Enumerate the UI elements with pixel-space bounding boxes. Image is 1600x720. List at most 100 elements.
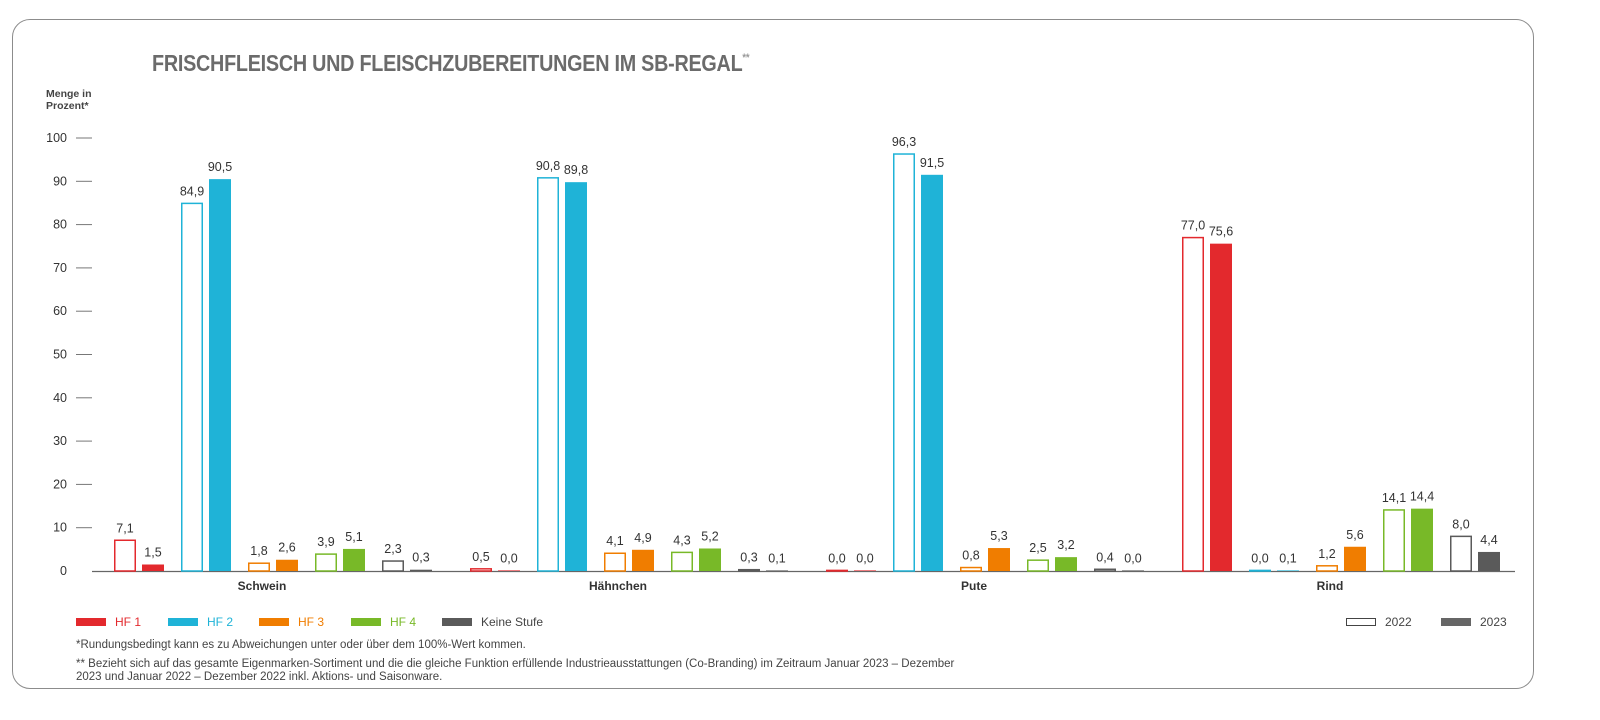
bar-pute-hf-1-2023 [854,570,876,571]
value-label-pute-hf-1-2022: 0,0 [828,551,845,565]
legend-item-hf3: HF 3 [259,614,324,630]
legend-item-keine-stufe: Keine Stufe [442,614,543,630]
bar-rind-hf-1-2022 [1182,236,1204,572]
value-label-schwein-hf-4-2022: 3,9 [317,535,334,549]
category-label-pute: Pute [961,579,987,593]
value-label-schwein-hf-2-2022: 84,9 [180,184,204,198]
y-tick-label-40: 40 [53,391,67,405]
bar-schwein-keine-stufe-2023 [410,569,432,571]
bar-haehnchen-keine-stufe-2023 [766,570,788,571]
legend-item-2023: 2023 [1441,614,1507,630]
bar-pute-keine-stufe-2023 [1122,570,1144,571]
category-label-rind: Rind [1317,579,1344,593]
value-label-rind-hf-2-2023: 0,1 [1279,551,1296,565]
legend-swatch-hf4 [351,618,381,626]
bar-haehnchen-hf-3-2023 [632,549,654,571]
bar-haehnchen-keine-stufe-2022 [738,568,760,572]
value-label-rind-hf-3-2022: 1,2 [1318,547,1335,561]
y-tick-label-20: 20 [53,477,67,491]
value-label-haehnchen-hf-4-2023: 5,2 [701,529,718,543]
bar-schwein-hf-3-2023 [276,559,298,571]
value-label-pute-hf-3-2022: 0,8 [962,549,979,563]
legend-label-hf2: HF 2 [207,615,234,629]
bar-pute-hf-4-2023 [1055,557,1077,571]
value-label-pute-hf-4-2023: 3,2 [1057,538,1074,552]
value-label-pute-keine-stufe-2022: 0,4 [1096,550,1113,564]
legend-swatch-hf1 [76,618,106,626]
bar-rind-hf-2-2023 [1277,570,1299,571]
value-label-rind-hf-2-2022: 0,0 [1251,551,1268,565]
category-label-schwein: Schwein [238,579,287,593]
y-axis-label-line1: Menge in [46,88,92,100]
legend-swatch-keine-stufe [442,618,472,626]
value-label-pute-hf-3-2023: 5,3 [990,529,1007,543]
bar-haehnchen-hf-3-2022 [604,552,626,572]
value-label-haehnchen-keine-stufe-2022: 0,3 [740,551,757,565]
value-label-rind-keine-stufe-2023: 4,4 [1480,533,1497,547]
value-label-schwein-keine-stufe-2023: 0,3 [412,551,429,565]
bar-rind-hf-1-2023 [1210,243,1232,572]
bar-schwein-hf-2-2022 [181,202,203,572]
value-label-schwein-hf-1-2023: 1,5 [144,546,161,560]
bar-pute-hf-2-2023 [921,174,943,571]
value-label-pute-hf-4-2022: 2,5 [1029,541,1046,555]
y-tick-label-30: 30 [53,434,67,448]
bar-rind-hf-4-2022 [1383,509,1405,572]
y-tick-label-60: 60 [53,304,67,318]
y-tick-label-100: 100 [46,131,67,145]
bar-schwein-hf-4-2022 [315,553,337,572]
value-label-haehnchen-hf-2-2023: 89,8 [564,163,588,177]
value-label-haehnchen-hf-2-2022: 90,8 [536,159,560,173]
bar-pute-hf-4-2022 [1027,559,1049,572]
footnote-rounding: *Rundungsbedingt kann es zu Abweichungen… [76,639,526,651]
bar-rind-hf-3-2022 [1316,565,1338,572]
value-label-haehnchen-hf-1-2022: 0,5 [472,550,489,564]
bar-rind-keine-stufe-2022 [1450,535,1472,572]
legend-swatch-2022 [1346,618,1376,626]
bar-haehnchen-hf-4-2022 [671,551,693,572]
bar-rind-hf-2-2022 [1249,569,1271,572]
bar-rind-hf-4-2023 [1411,508,1433,571]
legend-swatch-2023 [1441,618,1471,626]
legend-item-hf1: HF 1 [76,614,141,630]
value-label-rind-hf-1-2022: 77,0 [1181,219,1205,233]
legend-label-hf3: HF 3 [298,615,325,629]
bar-schwein-hf-1-2022 [114,539,136,572]
bar-pute-hf-3-2023 [988,548,1010,571]
bar-schwein-hf-3-2022 [248,562,270,572]
value-label-rind-hf-1-2023: 75,6 [1209,225,1233,239]
legend-label-2023: 2023 [1480,615,1507,629]
bar-pute-hf-2-2022 [893,153,915,572]
legend-item-hf4: HF 4 [351,614,416,630]
value-label-haehnchen-keine-stufe-2023: 0,1 [768,551,785,565]
y-axis-label: Menge in Prozent* [46,88,116,112]
legend-label-hf1: HF 1 [115,615,142,629]
chart-frame [12,19,1534,689]
value-label-schwein-hf-1-2022: 7,1 [116,521,133,535]
y-tick-label-70: 70 [53,261,67,275]
bar-schwein-hf-1-2023 [142,564,164,571]
value-label-haehnchen-hf-3-2023: 4,9 [634,531,651,545]
bar-haehnchen-hf-2-2022 [537,177,559,572]
bar-haehnchen-hf-4-2023 [699,548,721,571]
footnote-scope: ** Bezieht sich auf das gesamte Eigenmar… [76,658,954,683]
bar-pute-hf-1-2022 [826,569,848,572]
value-label-pute-keine-stufe-2023: 0,0 [1124,551,1141,565]
value-label-schwein-keine-stufe-2022: 2,3 [384,542,401,556]
bar-schwein-keine-stufe-2022 [382,560,404,572]
value-label-haehnchen-hf-1-2023: 0,0 [500,551,517,565]
legend-swatch-hf2 [168,618,198,626]
value-label-pute-hf-2-2023: 91,5 [920,156,944,170]
value-label-rind-hf-3-2023: 5,6 [1346,528,1363,542]
y-tick-label-80: 80 [53,218,67,232]
chart-title-footnote-mark: ** [742,52,750,64]
value-label-haehnchen-hf-3-2022: 4,1 [606,534,623,548]
value-label-rind-keine-stufe-2022: 8,0 [1452,517,1469,531]
y-tick-label-10: 10 [53,521,67,535]
chart-title-text: FRISCHFLEISCH UND FLEISCHZUBEREITUNGEN I… [152,50,743,76]
legend-swatch-hf3 [259,618,289,626]
bar-pute-hf-3-2022 [960,566,982,572]
y-tick-label-90: 90 [53,174,67,188]
bar-pute-keine-stufe-2022 [1094,568,1116,572]
